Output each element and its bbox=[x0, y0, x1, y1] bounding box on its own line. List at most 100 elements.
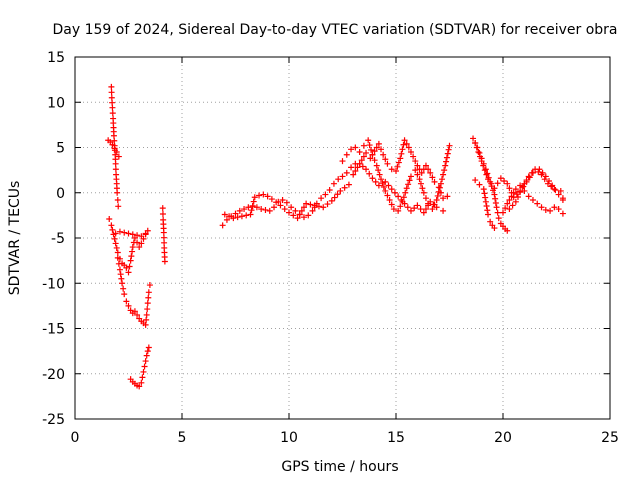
data-point bbox=[444, 193, 451, 200]
data-point bbox=[400, 141, 407, 148]
data-point bbox=[521, 187, 528, 194]
axis-ticks: 0 5 10 15 20 25 -25 -20 -15 -10 -5 0 5 10 15 bbox=[42, 50, 619, 446]
data-point bbox=[128, 253, 135, 260]
data-point bbox=[369, 151, 376, 158]
data-point bbox=[108, 89, 115, 96]
data-point bbox=[523, 177, 530, 184]
y-tick-label: 0 bbox=[56, 186, 65, 202]
data-point bbox=[484, 207, 491, 214]
data-point bbox=[350, 171, 357, 178]
data-point bbox=[437, 189, 444, 196]
data-point bbox=[296, 211, 303, 218]
y-tick-label: -5 bbox=[51, 231, 65, 247]
data-point bbox=[528, 169, 535, 176]
data-point bbox=[481, 167, 488, 174]
data-point bbox=[115, 203, 122, 210]
data-point bbox=[138, 233, 145, 240]
data-point bbox=[241, 206, 248, 213]
data-point bbox=[250, 198, 257, 205]
data-point bbox=[559, 210, 566, 217]
data-point bbox=[125, 302, 132, 309]
data-point bbox=[136, 244, 143, 251]
data-point bbox=[315, 203, 322, 210]
data-point bbox=[144, 348, 151, 355]
data-point bbox=[419, 185, 426, 192]
data-point bbox=[341, 184, 348, 191]
series-satellite-track-B bbox=[105, 137, 122, 160]
data-point bbox=[109, 141, 116, 148]
data-point bbox=[551, 204, 558, 211]
data-point bbox=[249, 202, 256, 209]
data-point bbox=[127, 257, 134, 264]
data-point bbox=[121, 291, 128, 298]
data-point bbox=[504, 227, 511, 234]
data-point bbox=[348, 146, 355, 153]
data-point bbox=[356, 160, 363, 167]
data-point bbox=[519, 184, 526, 191]
data-point bbox=[492, 195, 499, 202]
data-point bbox=[551, 186, 558, 193]
data-point bbox=[506, 185, 513, 192]
data-point bbox=[517, 189, 524, 196]
data-point bbox=[334, 191, 341, 198]
series-satellite-track-L bbox=[356, 160, 447, 216]
data-point bbox=[407, 207, 414, 214]
data-point bbox=[514, 193, 521, 200]
data-point bbox=[384, 160, 391, 167]
data-point bbox=[509, 202, 516, 209]
data-point bbox=[309, 207, 316, 214]
data-point bbox=[500, 209, 506, 216]
data-point bbox=[401, 200, 408, 207]
data-point bbox=[544, 180, 551, 187]
data-point bbox=[476, 153, 483, 160]
data-point bbox=[417, 180, 424, 187]
data-point bbox=[512, 198, 519, 205]
series-satellite-track-J bbox=[339, 137, 453, 214]
data-point bbox=[441, 167, 448, 174]
data-point bbox=[146, 282, 153, 289]
data-point bbox=[106, 215, 113, 222]
data-point bbox=[320, 204, 327, 211]
data-point bbox=[292, 207, 299, 214]
data-point bbox=[328, 197, 335, 204]
data-point bbox=[397, 155, 404, 162]
data-point bbox=[395, 207, 402, 214]
data-point bbox=[343, 151, 350, 158]
data-point bbox=[256, 192, 263, 199]
x-tick-label: 0 bbox=[71, 430, 80, 446]
data-point bbox=[114, 249, 121, 256]
data-point bbox=[388, 201, 395, 208]
data-point bbox=[405, 144, 412, 151]
data-point bbox=[412, 167, 419, 174]
y-tick-label: -25 bbox=[42, 412, 65, 428]
data-point bbox=[388, 166, 395, 173]
data-point bbox=[552, 187, 559, 194]
data-point bbox=[395, 159, 402, 166]
data-point bbox=[482, 194, 489, 201]
data-point bbox=[549, 182, 556, 189]
data-point bbox=[482, 198, 489, 205]
data-point bbox=[345, 181, 352, 188]
data-point bbox=[109, 226, 116, 233]
data-point bbox=[434, 192, 441, 199]
data-point bbox=[120, 285, 127, 292]
data-point bbox=[417, 206, 424, 213]
data-point bbox=[247, 211, 254, 218]
data-point bbox=[273, 199, 280, 206]
data-point bbox=[113, 244, 120, 251]
data-point bbox=[294, 215, 301, 222]
data-point bbox=[445, 146, 452, 153]
data-point bbox=[129, 248, 136, 255]
data-point bbox=[134, 239, 141, 246]
data-point bbox=[129, 244, 136, 251]
data-point bbox=[271, 204, 278, 211]
data-point bbox=[123, 264, 130, 271]
data-point bbox=[108, 222, 115, 229]
data-point bbox=[525, 193, 532, 200]
data-point bbox=[354, 164, 361, 171]
data-point bbox=[307, 201, 314, 208]
data-point bbox=[253, 204, 260, 211]
data-point bbox=[532, 166, 539, 173]
x-tick-label: 20 bbox=[494, 430, 512, 446]
series-satellite-track-E bbox=[114, 254, 153, 328]
